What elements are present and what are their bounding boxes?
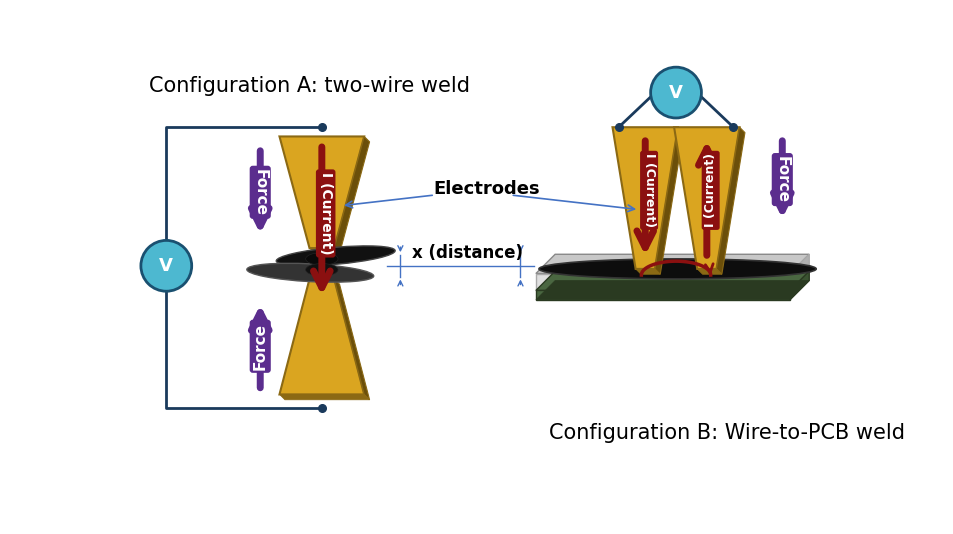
Polygon shape (536, 280, 808, 300)
Text: I (Current): I (Current) (703, 153, 717, 227)
Text: Force: Force (253, 169, 268, 216)
Polygon shape (697, 269, 721, 274)
Polygon shape (789, 254, 808, 290)
Text: I (Current): I (Current) (642, 153, 655, 227)
Polygon shape (635, 269, 659, 274)
Circle shape (650, 67, 700, 118)
Ellipse shape (247, 263, 374, 282)
Text: Configuration A: two-wire weld: Configuration A: two-wire weld (149, 76, 469, 97)
Text: I (Current): I (Current) (318, 172, 333, 255)
Text: Electrodes: Electrodes (433, 180, 539, 198)
Ellipse shape (305, 253, 337, 265)
Polygon shape (536, 254, 808, 273)
Polygon shape (334, 137, 369, 254)
Circle shape (141, 240, 192, 291)
Ellipse shape (276, 246, 395, 266)
Text: x (distance): x (distance) (412, 244, 522, 262)
Text: V: V (668, 83, 682, 101)
Polygon shape (716, 127, 744, 274)
Text: Force: Force (253, 323, 268, 370)
Polygon shape (279, 279, 364, 395)
Text: V: V (159, 257, 173, 275)
Polygon shape (536, 273, 789, 290)
Polygon shape (654, 127, 682, 274)
Polygon shape (536, 290, 789, 300)
Polygon shape (536, 271, 808, 290)
Ellipse shape (538, 259, 816, 279)
Polygon shape (309, 248, 339, 254)
Text: Configuration B: Wire-to-PCB weld: Configuration B: Wire-to-PCB weld (548, 423, 904, 443)
Polygon shape (612, 127, 678, 269)
Polygon shape (789, 271, 808, 300)
Polygon shape (279, 395, 369, 400)
Polygon shape (279, 137, 364, 248)
Polygon shape (334, 279, 369, 400)
Text: Force: Force (774, 156, 789, 203)
Polygon shape (674, 127, 739, 269)
Ellipse shape (305, 263, 337, 276)
